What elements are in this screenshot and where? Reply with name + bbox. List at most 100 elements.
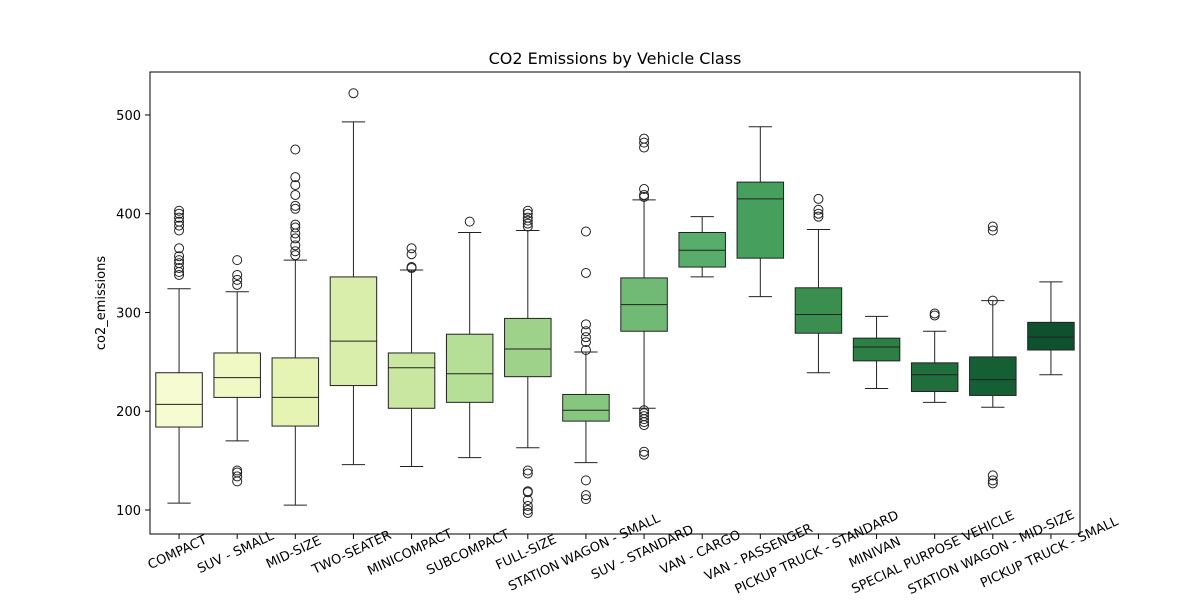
outlier [987, 475, 998, 486]
outlier [232, 467, 243, 478]
outlier [174, 263, 185, 274]
box [213, 352, 261, 398]
outlier [406, 249, 417, 260]
box [562, 393, 610, 422]
outlier [813, 193, 824, 204]
outlier [522, 507, 533, 518]
y-axis-label: co2_emissions [94, 256, 109, 350]
box [271, 357, 320, 427]
outlier [522, 465, 533, 476]
outlier [580, 494, 591, 505]
outlier [290, 233, 301, 244]
outlier [174, 269, 185, 280]
outlier [174, 205, 185, 216]
outlier [639, 446, 650, 457]
outlier [522, 212, 533, 223]
outlier [232, 269, 243, 280]
outlier [174, 251, 185, 262]
y-tick-label: 400 [116, 208, 141, 223]
box [155, 372, 203, 428]
outlier [639, 133, 650, 144]
box [329, 276, 378, 387]
outlier [580, 226, 591, 237]
outlier [522, 501, 533, 512]
outlier [522, 215, 533, 226]
outlier [290, 189, 301, 200]
outlier [290, 246, 301, 257]
outlier [580, 319, 591, 330]
outlier [406, 243, 417, 254]
box [736, 181, 785, 259]
outlier [987, 225, 998, 236]
y-tick-label: 300 [116, 306, 141, 321]
outlier [232, 274, 243, 285]
outlier [174, 220, 185, 231]
outlier [987, 470, 998, 481]
outlier [232, 471, 243, 482]
outlier [290, 240, 301, 251]
outlier [290, 203, 301, 214]
outlier [522, 468, 533, 479]
box [387, 352, 436, 409]
outlier [232, 465, 243, 476]
outlier [639, 405, 650, 416]
outlier [522, 205, 533, 216]
outlier [580, 475, 591, 486]
box [910, 362, 959, 392]
y-tick-label: 100 [116, 504, 141, 519]
outlier [174, 208, 185, 219]
outlier [522, 505, 533, 516]
outlier [639, 189, 650, 200]
outlier [522, 218, 533, 229]
outlier [290, 222, 301, 233]
outlier [639, 411, 650, 422]
box [852, 337, 901, 362]
outlier [522, 208, 533, 219]
outlier [639, 137, 650, 148]
outlier [580, 332, 591, 343]
outlier [580, 267, 591, 278]
outlier [987, 478, 998, 489]
box [794, 287, 843, 334]
y-tick-label: 500 [116, 109, 141, 124]
outlier [290, 144, 301, 155]
outlier [174, 216, 185, 227]
outlier [290, 200, 301, 211]
outlier [290, 219, 301, 230]
box [504, 317, 552, 378]
outlier [929, 308, 940, 319]
outlier [290, 180, 301, 191]
outlier [580, 337, 591, 348]
outlier [174, 212, 185, 223]
y-tick-label: 200 [116, 405, 141, 420]
box [445, 333, 494, 403]
box [969, 356, 1017, 396]
outlier [580, 345, 591, 356]
outlier [464, 216, 475, 227]
chart-title: CO2 Emissions by Vehicle Class [489, 49, 742, 68]
outlier [522, 486, 533, 497]
outlier [290, 250, 301, 261]
outlier [580, 490, 591, 501]
box [1027, 321, 1075, 351]
x-tick-label: SUV - SMALL [195, 528, 277, 577]
outlier [290, 172, 301, 183]
outlier [232, 255, 243, 266]
outlier [232, 279, 243, 290]
outlier [813, 211, 824, 222]
outlier [639, 408, 650, 419]
outlier [813, 204, 824, 215]
outlier [348, 88, 359, 99]
outlier [987, 221, 998, 232]
outlier [174, 243, 185, 254]
outlier [174, 255, 185, 266]
outlier [987, 295, 998, 306]
outlier [406, 262, 417, 273]
outlier [929, 310, 940, 321]
outlier [639, 449, 650, 460]
outlier [174, 258, 185, 269]
outlier [639, 184, 650, 195]
plot-frame [149, 71, 1081, 535]
outlier [813, 208, 824, 219]
